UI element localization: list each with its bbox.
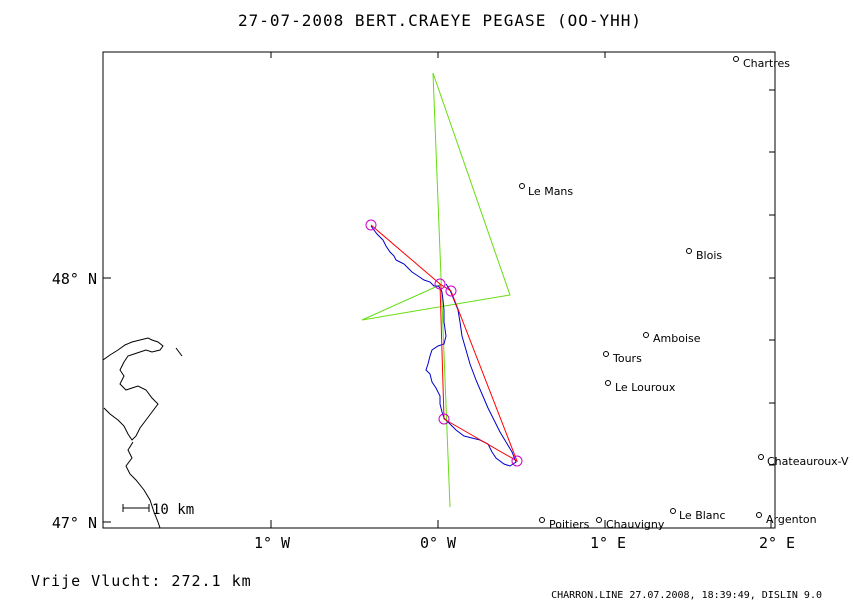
scale-bar [122,504,150,512]
city-label: Tours [612,352,642,365]
city-marker [605,380,611,386]
x-tick-label: 1° E [590,534,626,552]
city-marker [539,517,545,523]
turnpoint-marker [445,285,457,297]
x-tick-label: 1° W [254,534,291,552]
task-route [370,224,518,463]
y-tick-label: 48° N [52,270,97,288]
x-tick-label: 2° E [759,534,795,552]
flight-track [370,225,517,467]
city-marker [758,454,764,460]
city-marker [686,248,692,254]
footer-info: CHARRON.LINE 27.07.2008, 18:39:49, DISLI… [551,590,822,601]
distance-label: Vrije Vlucht: 272.1 km [31,572,252,590]
city-label: Amboise [653,332,701,345]
city-label: Le Blanc [679,509,726,522]
map-title: 27-07-2008 BERT.CRAEYE PEGASE (OO-YHH) [238,11,642,30]
city-marker [519,183,525,189]
turnpoint-marker [365,219,377,231]
city-marker [733,56,739,62]
turnpoint-marker [511,455,523,467]
city-marker [670,508,676,514]
turnpoint-marker [434,278,446,290]
tick-marks [103,52,775,528]
city-marker [643,332,649,338]
sector-lines [361,72,511,508]
city-markers: Chartres Le Mans Blois Amboise Tours Le … [519,56,849,531]
turnpoint-marker [438,413,450,425]
plot-frame [102,51,776,529]
city-label: Poitiers [549,518,590,531]
x-tick-label: 0° W [420,534,457,552]
city-marker [756,512,762,518]
coastline [102,337,164,529]
city-label: Chateauroux-V [767,455,849,468]
city-label: Chartres [743,57,790,70]
city-label: Blois [696,249,722,262]
coastline-fragment [175,347,183,357]
scale-bar-label: 10 km [152,502,194,518]
city-marker [596,517,602,523]
y-tick-label: 47° N [52,514,97,532]
city-marker [603,351,609,357]
city-label: Le Mans [528,185,573,198]
city-label: Argenton [766,513,817,526]
city-label: Chauvigny [606,518,665,531]
city-label: Le Louroux [615,381,676,394]
